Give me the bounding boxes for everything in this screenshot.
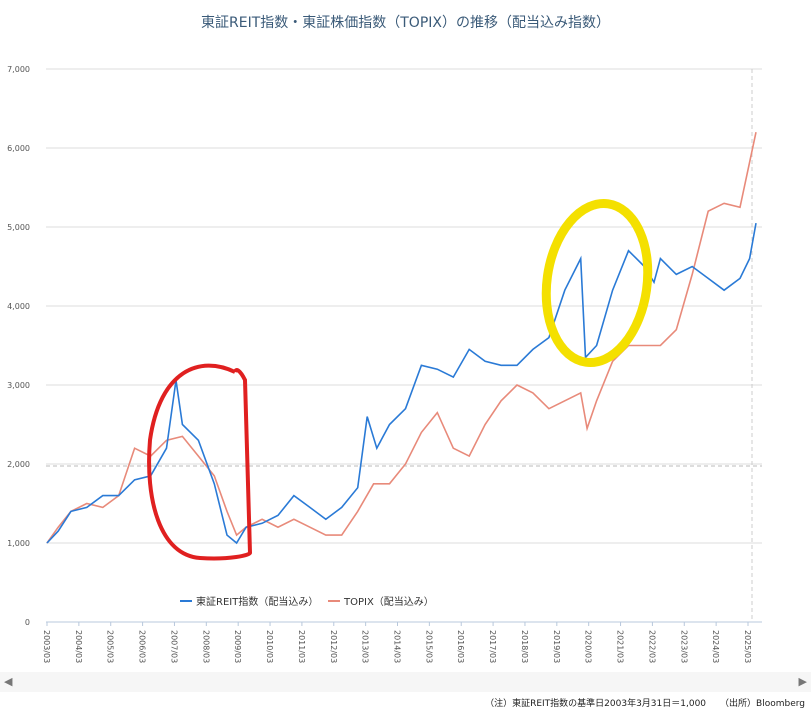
base-date-note: （注）東証REIT指数の基準日2003年3月31日＝1,000 — [485, 699, 707, 709]
y-tick-label: 4,000 — [7, 302, 30, 311]
x-tick-label: 2020/03 — [584, 630, 593, 663]
x-tick-label: 2010/03 — [265, 630, 274, 663]
x-tick-label: 2011/03 — [297, 630, 306, 663]
yellow-hand-drawn-circle — [541, 198, 653, 368]
x-tick-label: 2007/03 — [169, 630, 178, 663]
legend-label: TOPIX（配当込み） — [343, 595, 434, 608]
chart-title: 東証REIT指数・東証株価指数（TOPIX）の推移（配当込み指数） — [201, 15, 610, 31]
x-tick-label: 2005/03 — [106, 630, 115, 663]
y-tick-label: 5,000 — [7, 223, 30, 232]
x-tick-label: 2016/03 — [456, 630, 465, 663]
x-tick-label: 2009/03 — [233, 630, 242, 663]
x-tick-label: 2013/03 — [361, 630, 370, 663]
source-note: （出所）Bloomberg — [720, 699, 805, 709]
line-chart: 0 1,000 2,000 3,000 4,000 5,000 6,000 7,000 2003… — [7, 65, 762, 663]
horizontal-scrollbar[interactable]: ◀ ▶ — [0, 672, 811, 692]
footnote: （注）東証REIT指数の基準日2003年3月31日＝1,000 （出所）Bloom… — [471, 696, 805, 709]
x-tick-label: 2023/03 — [679, 630, 688, 663]
y-tick-label: 0 — [25, 618, 30, 627]
x-tick-label: 2003/03 — [42, 630, 51, 663]
x-tick-label: 2008/03 — [201, 630, 210, 663]
x-tick-label: 2015/03 — [424, 630, 433, 663]
legend-label: 東証REIT指数（配当込み） — [196, 595, 318, 608]
scroll-right-icon[interactable]: ▶ — [798, 675, 807, 688]
x-tick-label: 2022/03 — [647, 630, 656, 663]
red-hand-drawn-circle — [147, 363, 253, 561]
y-tick-label: 3,000 — [7, 381, 30, 390]
x-tick-label: 2006/03 — [138, 630, 147, 663]
x-tick-label: 2012/03 — [329, 630, 338, 663]
x-tick-label: 2004/03 — [74, 630, 83, 663]
y-tick-label: 2,000 — [7, 460, 30, 469]
x-tick-label: 2025/03 — [743, 630, 752, 663]
y-tick-label: 7,000 — [7, 65, 30, 74]
y-tick-label: 1,000 — [7, 539, 30, 548]
x-tick-label: 2014/03 — [393, 630, 402, 663]
x-tick-label: 2018/03 — [520, 630, 529, 663]
x-tick-label: 2017/03 — [488, 630, 497, 663]
x-tick-label: 2019/03 — [552, 630, 561, 663]
x-tick-label: 2021/03 — [616, 630, 625, 663]
y-tick-label: 6,000 — [7, 144, 30, 153]
x-tick-label: 2024/03 — [711, 630, 720, 663]
scroll-left-icon[interactable]: ◀ — [4, 675, 13, 688]
series-line — [46, 132, 757, 544]
